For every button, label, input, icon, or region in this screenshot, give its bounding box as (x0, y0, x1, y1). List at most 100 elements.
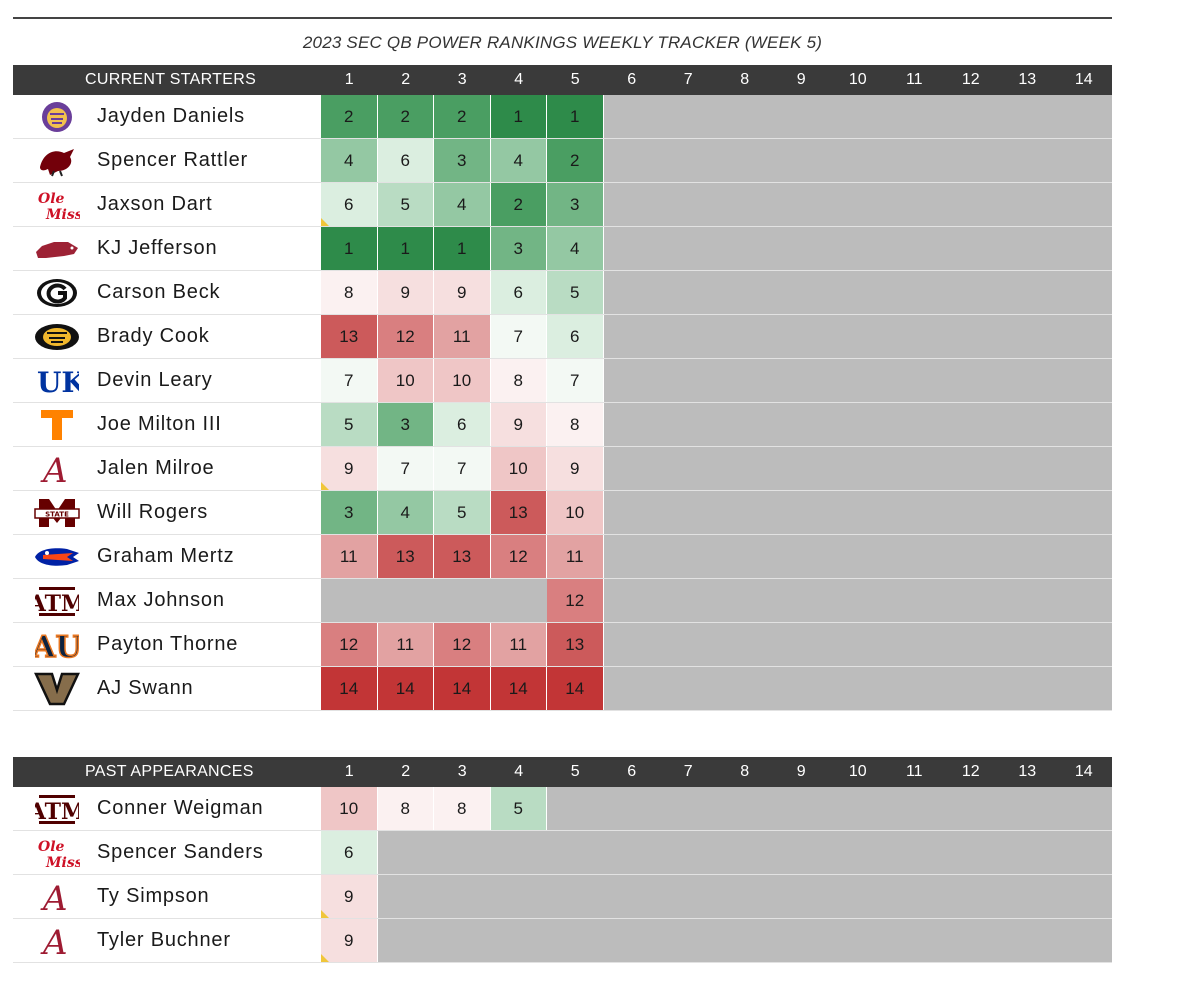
empty-cell (886, 491, 943, 534)
note-marker (321, 218, 329, 226)
empty-cell (942, 787, 999, 830)
page-title: 2023 SEC QB POWER RANKINGS WEEKLY TRACKE… (302, 33, 823, 52)
empty-cell (716, 359, 773, 402)
empty-cell (773, 271, 830, 314)
player-name: Brady Cook (97, 325, 210, 347)
rank-cell: 9 (321, 919, 378, 962)
empty-cell (716, 447, 773, 490)
rank-cell: 13 (547, 623, 604, 666)
ole-miss-icon: Ole Miss (31, 836, 83, 870)
auburn-au-icon: AU (31, 628, 83, 662)
empty-cell (886, 875, 943, 918)
week-header-12: 12 (961, 763, 980, 780)
empty-cell (773, 315, 830, 358)
empty-cell (660, 875, 717, 918)
empty-cell (321, 579, 378, 622)
empty-cell (942, 579, 999, 622)
empty-cell (942, 919, 999, 962)
empty-cell (603, 919, 660, 962)
rank-cell: 7 (321, 359, 378, 402)
rank-cell: 14 (377, 667, 434, 710)
table-row: Ole Miss Jaxson Dart 6 5 4 2 3 (13, 183, 1112, 227)
empty-cell (716, 95, 773, 138)
empty-cell (434, 831, 491, 874)
empty-cell (547, 919, 604, 962)
empty-cell (603, 359, 660, 402)
player-name: KJ Jefferson (97, 237, 218, 259)
empty-cell (942, 535, 999, 578)
rank-cell: 2 (321, 95, 378, 138)
table-header: CURRENT STARTERS 1 2 3 4 5 6 7 8 9 10 11 12 13 14 (13, 65, 1112, 95)
week-header-7: 7 (683, 763, 693, 780)
rank-cell: 11 (547, 535, 604, 578)
empty-cell (660, 315, 717, 358)
empty-cell (886, 139, 943, 182)
empty-cell (829, 787, 886, 830)
empty-cell (773, 787, 830, 830)
player-cell: AU Payton Thorne (13, 623, 321, 666)
player-name: Carson Beck (97, 281, 221, 303)
week-header-10: 10 (848, 71, 867, 88)
empty-cell (886, 315, 943, 358)
player-cell: Ole Miss Jaxson Dart (13, 183, 321, 226)
week-header-4: 4 (514, 763, 524, 780)
empty-cell (773, 139, 830, 182)
empty-cell (999, 491, 1056, 534)
empty-cell (716, 579, 773, 622)
table-row: STATE Will Rogers 3 4 5 13 10 (13, 491, 1112, 535)
empty-cell (1055, 447, 1112, 490)
empty-cell (999, 183, 1056, 226)
table-header: PAST APPEARANCES 1 2 3 4 5 6 7 8 9 10 11 12 13 14 (13, 757, 1112, 787)
empty-cell (942, 315, 999, 358)
player-cell: Ole Miss Spencer Sanders (13, 831, 321, 874)
empty-cell (603, 271, 660, 314)
empty-cell (716, 623, 773, 666)
table-row: ATM Max Johnson 12 (13, 579, 1112, 623)
svg-text:A: A (40, 879, 68, 916)
rank-cell: 7 (377, 447, 434, 490)
week-header-13: 13 (1018, 71, 1037, 88)
rank-cell: 9 (321, 875, 378, 918)
kentucky-uk-icon: UK (31, 364, 83, 398)
week-header-4: 4 (514, 71, 524, 88)
week-header-14: 14 (1074, 763, 1093, 780)
section-header-label: PAST APPEARANCES (85, 763, 254, 780)
rank-cell: 9 (547, 447, 604, 490)
week-header-12: 12 (961, 71, 980, 88)
player-cell: ATM Conner Weigman (13, 787, 321, 830)
empty-cell (716, 919, 773, 962)
empty-cell (716, 667, 773, 710)
empty-cell (999, 403, 1056, 446)
empty-cell (829, 919, 886, 962)
empty-cell (942, 447, 999, 490)
rank-cell: 11 (321, 535, 378, 578)
empty-cell (660, 491, 717, 534)
week-header-6: 6 (627, 763, 637, 780)
rank-cell: 5 (321, 403, 378, 446)
empty-cell (829, 359, 886, 402)
rank-cell: 1 (321, 227, 378, 270)
svg-text:A: A (40, 923, 68, 960)
empty-cell (773, 403, 830, 446)
table-row: Jayden Daniels 2 2 2 1 1 (13, 95, 1112, 139)
empty-cell (1055, 315, 1112, 358)
empty-cell (1055, 667, 1112, 710)
player-cell: Jayden Daniels (13, 95, 321, 138)
empty-cell (547, 787, 604, 830)
empty-cell (886, 535, 943, 578)
rank-cell: 13 (377, 535, 434, 578)
empty-cell (886, 623, 943, 666)
empty-cell (999, 787, 1056, 830)
empty-cell (660, 919, 717, 962)
empty-cell (886, 403, 943, 446)
empty-cell (377, 875, 434, 918)
player-name: Jalen Milroe (97, 457, 215, 479)
table-row: A Tyler Buchner 9 (13, 919, 1112, 963)
svg-text:AU: AU (35, 630, 79, 662)
empty-cell (490, 831, 547, 874)
player-cell: STATE Will Rogers (13, 491, 321, 534)
week-header-8: 8 (740, 71, 750, 88)
empty-cell (603, 491, 660, 534)
mississippi-state-icon: STATE (31, 496, 83, 530)
rank-cell: 7 (434, 447, 491, 490)
